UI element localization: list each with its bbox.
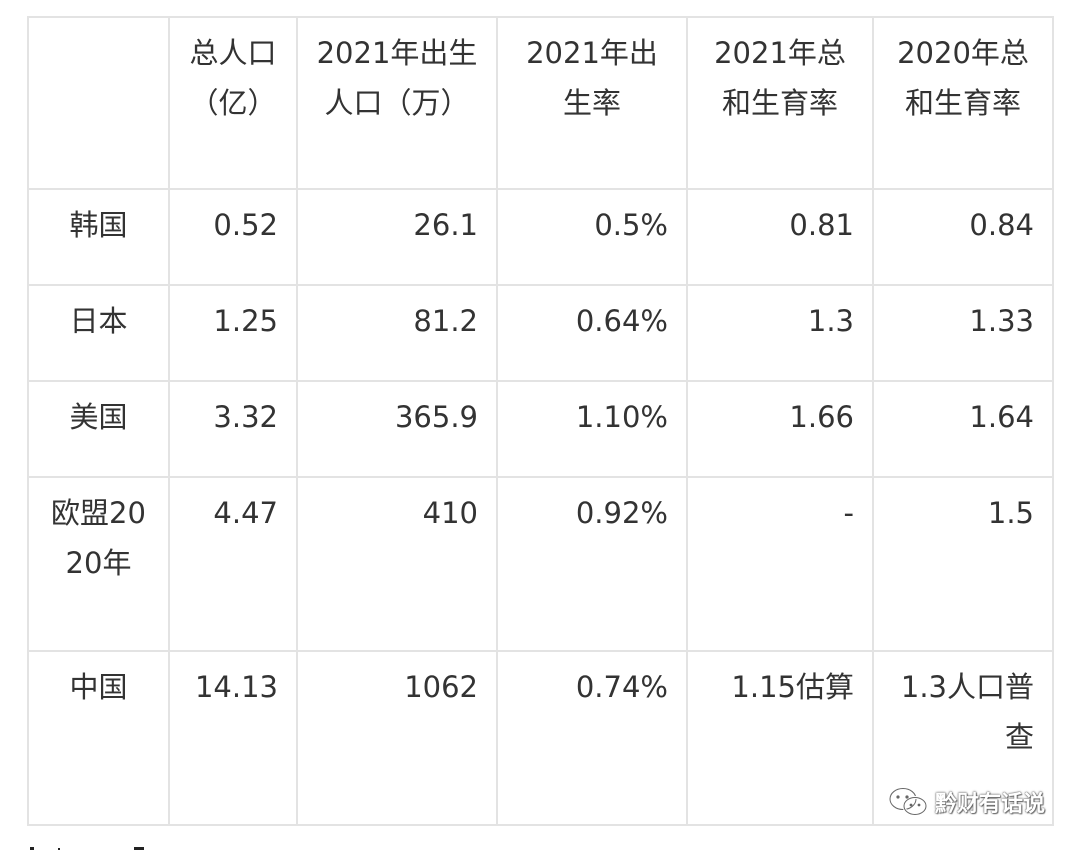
- tfr-2021-cell: 1.66: [686, 380, 874, 478]
- births-cell: 1062: [296, 650, 498, 826]
- birth-rate-cell: 0.92%: [496, 476, 688, 652]
- header-cell-births-2021: 2021年出生人口（万）: [296, 16, 498, 190]
- table-row: 韩国 0.52 26.1 0.5% 0.81 0.84: [27, 188, 1054, 286]
- table-row: 美国 3.32 365.9 1.10% 1.66 1.64: [27, 380, 1054, 478]
- tfr-2020-cell: 1.64: [872, 380, 1054, 478]
- header-cell-tfr-2020: 2020年总和生育率: [872, 16, 1054, 190]
- births-cell: 365.9: [296, 380, 498, 478]
- country-cell: 美国: [27, 380, 170, 478]
- country-cell: 中国: [27, 650, 170, 826]
- header-cell-tfr-2021: 2021年总和生育率: [686, 16, 874, 190]
- birth-rate-cell: 0.5%: [496, 188, 688, 286]
- births-cell: 410: [296, 476, 498, 652]
- page-edge-marks: [30, 847, 144, 850]
- header-cell-total-population: 总人口（亿）: [168, 16, 298, 190]
- header-row: 总人口（亿） 2021年出生人口（万） 2021年出生率 2021年总和生育率 …: [27, 16, 1054, 190]
- watermark: 黔财有话说: [887, 786, 1045, 818]
- population-cell: 4.47: [168, 476, 298, 652]
- tfr-2020-cell: 1.3人口普查: [872, 650, 1054, 826]
- birth-rate-cell: 0.64%: [496, 284, 688, 382]
- population-cell: 3.32: [168, 380, 298, 478]
- population-cell: 0.52: [168, 188, 298, 286]
- header-cell-empty: [27, 16, 170, 190]
- country-cell: 日本: [27, 284, 170, 382]
- wechat-icon: [887, 786, 929, 818]
- header-cell-birth-rate-2021: 2021年出生率: [496, 16, 688, 190]
- population-table: 总人口（亿） 2021年出生人口（万） 2021年出生率 2021年总和生育率 …: [27, 16, 1054, 826]
- tfr-2021-cell: 0.81: [686, 188, 874, 286]
- population-cell: 1.25: [168, 284, 298, 382]
- tfr-2021-cell: 1.15估算: [686, 650, 874, 826]
- births-cell: 26.1: [296, 188, 498, 286]
- table-row: 欧盟2020年 4.47 410 0.92% - 1.5: [27, 476, 1054, 652]
- births-cell: 81.2: [296, 284, 498, 382]
- tfr-2021-cell: 1.3: [686, 284, 874, 382]
- watermark-text: 黔财有话说: [934, 792, 1045, 817]
- tfr-2021-cell: -: [686, 476, 874, 652]
- tfr-2020-cell: 1.5: [872, 476, 1054, 652]
- population-cell: 14.13: [168, 650, 298, 826]
- table-row: 日本 1.25 81.2 0.64% 1.3 1.33: [27, 284, 1054, 382]
- country-cell: 韩国: [27, 188, 170, 286]
- birth-rate-cell: 0.74%: [496, 650, 688, 826]
- tfr-2020-cell: 1.33: [872, 284, 1054, 382]
- country-cell: 欧盟2020年: [27, 476, 170, 652]
- tfr-2020-cell: 0.84: [872, 188, 1054, 286]
- birth-rate-cell: 1.10%: [496, 380, 688, 478]
- table-row: 中国 14.13 1062 0.74% 1.15估算 1.3人口普查: [27, 650, 1054, 826]
